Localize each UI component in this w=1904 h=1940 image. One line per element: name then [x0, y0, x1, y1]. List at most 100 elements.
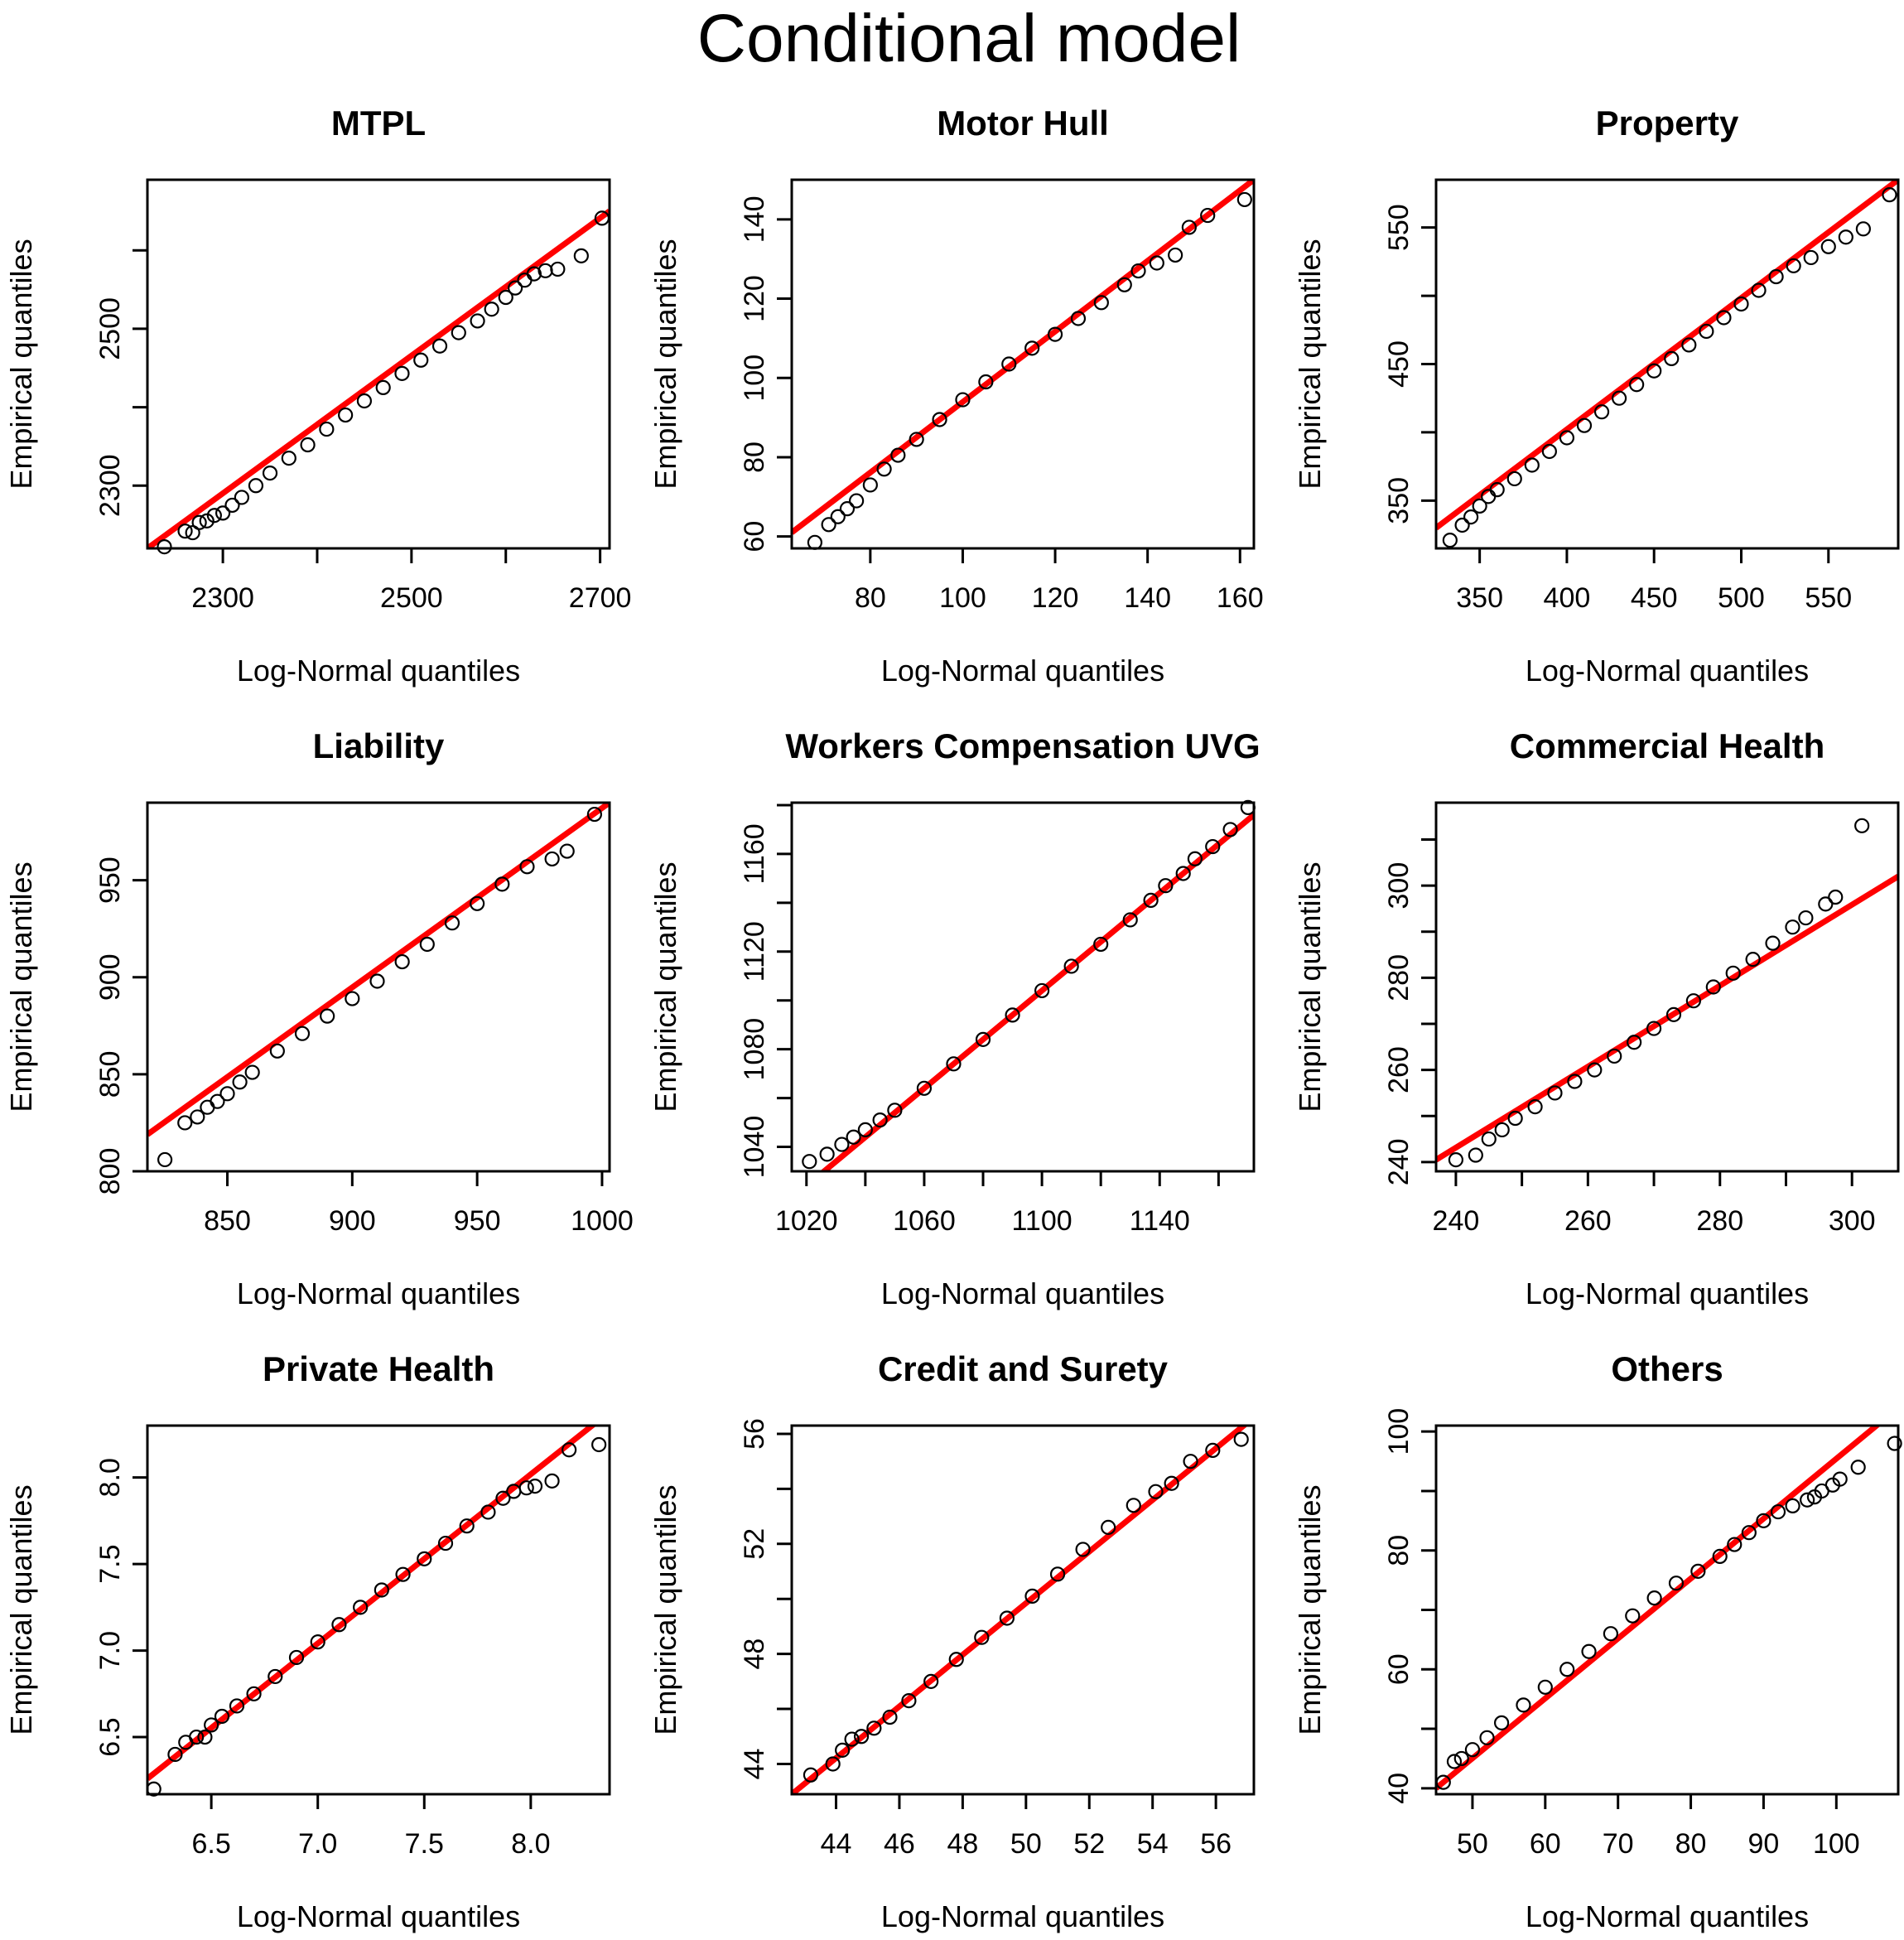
data-point	[1681, 337, 1697, 353]
x-tick-label: 44	[821, 1828, 852, 1860]
data-point	[1745, 952, 1761, 968]
data-point	[204, 1717, 219, 1733]
x-tick-label: 54	[1137, 1828, 1169, 1860]
x-tick-label: 240	[1433, 1205, 1480, 1237]
data-point	[1205, 1442, 1221, 1458]
data-point	[909, 432, 924, 447]
data-point	[437, 1535, 454, 1552]
y-tick-label: 300	[1383, 862, 1415, 910]
data-point	[331, 1617, 347, 1633]
data-point	[1887, 1436, 1902, 1451]
data-point	[1222, 822, 1238, 837]
data-point	[591, 1436, 607, 1453]
data-point	[167, 1746, 183, 1763]
data-point	[1741, 1525, 1757, 1541]
panel-title: Commercial Health	[1510, 726, 1824, 765]
x-tick-label: 1140	[1130, 1205, 1190, 1237]
data-point	[1587, 1062, 1603, 1078]
y-tick-label: 120	[739, 275, 770, 322]
data-point	[882, 1709, 898, 1725]
data-point	[1559, 430, 1575, 446]
data-point	[189, 1729, 205, 1745]
data-point	[494, 876, 510, 892]
qq-panel-7: Private Health 6.5 7.0 7.5 8.0 6.5 7.0 7.5 8.0 Lo…	[4, 1349, 611, 1933]
data-point	[1468, 1147, 1483, 1163]
y-tick-label: 900	[94, 953, 126, 1001]
data-point	[229, 1698, 245, 1714]
x-tick-label: 1100	[1012, 1205, 1073, 1237]
data-point	[1629, 377, 1645, 393]
data-point	[834, 1136, 850, 1152]
data-point	[470, 895, 485, 911]
data-point	[191, 514, 207, 530]
data-point	[1854, 818, 1870, 833]
plot-frame	[1434, 1424, 1900, 1796]
data-point	[1665, 1006, 1682, 1022]
panel-title: Credit and Surety	[878, 1349, 1169, 1388]
figure-title: Conditional model	[697, 1, 1241, 76]
data-point	[821, 517, 836, 533]
data-point	[573, 248, 589, 263]
y-tick-label: 40	[1383, 1773, 1415, 1804]
x-tick-label: 350	[1456, 582, 1503, 614]
y-tick-label: 100	[1383, 1408, 1415, 1455]
y-tick-label: 950	[94, 857, 126, 904]
reference-line	[147, 803, 610, 1137]
y-axis-label: Empirical quantiles	[4, 239, 38, 489]
data-point	[1798, 910, 1814, 926]
data-point	[206, 508, 222, 524]
data-point	[1494, 1122, 1510, 1138]
data-point	[262, 466, 278, 481]
x-tick-label: 2700	[569, 582, 632, 614]
data-point	[830, 509, 846, 524]
x-tick-label: 500	[1718, 582, 1765, 614]
y-tick-label: 1120	[739, 921, 770, 982]
data-point	[1733, 296, 1749, 312]
data-point	[394, 953, 410, 970]
data-point	[1786, 258, 1801, 273]
x-tick-label: 2300	[191, 582, 254, 614]
data-point	[215, 505, 231, 521]
x-axis-label: Log-Normal quantiles	[237, 654, 520, 688]
data-point	[559, 843, 575, 859]
data-point	[1200, 207, 1216, 224]
data-point	[1828, 889, 1844, 905]
x-tick-label: 260	[1564, 1205, 1612, 1237]
data-point	[1607, 1048, 1622, 1064]
data-point	[1472, 498, 1487, 514]
x-tick-label: 80	[1675, 1828, 1707, 1860]
data-point	[1446, 1754, 1463, 1769]
data-points	[1435, 1436, 1902, 1790]
data-point	[394, 365, 410, 381]
data-point	[1527, 1099, 1543, 1115]
data-point	[495, 1490, 511, 1506]
data-point	[1705, 979, 1721, 995]
data-point	[1149, 255, 1164, 271]
data-point	[1664, 350, 1680, 367]
data-points	[807, 191, 1252, 550]
panel-title: MTPL	[331, 104, 426, 142]
data-point	[844, 1731, 860, 1747]
data-point	[1832, 1471, 1848, 1487]
y-tick-label: 800	[94, 1148, 126, 1195]
data-point	[1716, 310, 1732, 326]
data-point	[846, 1129, 861, 1145]
data-point	[1516, 1697, 1531, 1713]
y-tick-label: 140	[739, 195, 770, 243]
data-point	[1541, 443, 1557, 460]
data-point	[1463, 509, 1479, 525]
plot-frame	[146, 801, 611, 1173]
data-point	[1524, 457, 1540, 473]
data-point	[157, 539, 172, 555]
data-point	[1765, 935, 1781, 951]
reference-line	[792, 1426, 1249, 1794]
data-point	[932, 412, 947, 427]
data-point	[320, 1008, 335, 1024]
data-points	[157, 210, 610, 555]
qq-panel-3: Property 350 400 450 500 550 350 450 550 Log-Norm…	[1293, 104, 1900, 688]
data-point	[246, 1686, 262, 1701]
data-point	[234, 490, 249, 505]
data-point	[1768, 268, 1784, 285]
data-point	[544, 851, 560, 867]
data-point	[544, 1473, 560, 1489]
